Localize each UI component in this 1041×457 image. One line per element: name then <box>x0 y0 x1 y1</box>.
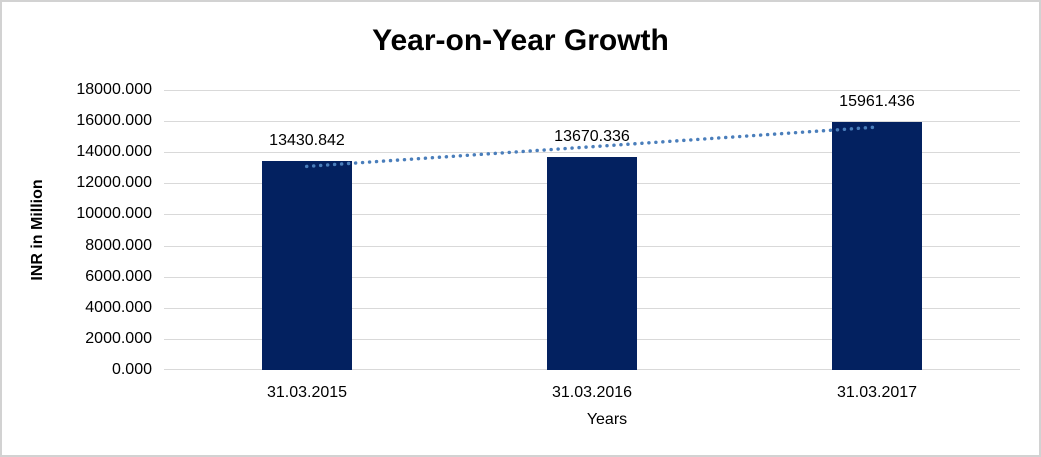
y-axis-tick-label: 10000.000 <box>76 205 152 222</box>
x-axis-tick-label: 31.03.2016 <box>551 384 633 401</box>
x-axis-tick-label: 31.03.2015 <box>266 384 348 401</box>
trendline <box>304 125 880 169</box>
bar-data-label: 13670.336 <box>554 128 630 145</box>
y-axis-tick-label: 16000.000 <box>76 112 152 129</box>
bar-data-label: 13430.842 <box>269 132 345 149</box>
gridline <box>164 152 1020 153</box>
bar <box>262 161 352 370</box>
y-axis-title: INR in Million <box>29 179 46 281</box>
trendline-svg <box>304 125 880 169</box>
y-axis-tick-label: 0.000 <box>111 361 152 378</box>
x-axis-tick-label: 31.03.2017 <box>836 384 918 401</box>
y-axis-tick-label: 8000.000 <box>85 237 152 254</box>
y-axis-tick-label: 2000.000 <box>85 330 152 347</box>
y-axis-tick-label: 14000.000 <box>76 143 152 160</box>
y-axis-tick-label: 6000.000 <box>85 268 152 285</box>
y-axis-tick-label: 18000.000 <box>76 81 152 98</box>
y-axis-tick-label: 4000.000 <box>85 299 152 316</box>
bar-data-label: 15961.436 <box>839 93 915 110</box>
plot-area <box>164 90 1020 370</box>
gridline <box>164 121 1020 122</box>
x-axis-title: Years <box>586 411 628 428</box>
bar <box>547 157 637 370</box>
gridline <box>164 90 1020 91</box>
y-axis-tick-label: 12000.000 <box>76 174 152 191</box>
chart-title: Year-on-Year Growth <box>372 24 669 57</box>
bar <box>832 122 922 370</box>
